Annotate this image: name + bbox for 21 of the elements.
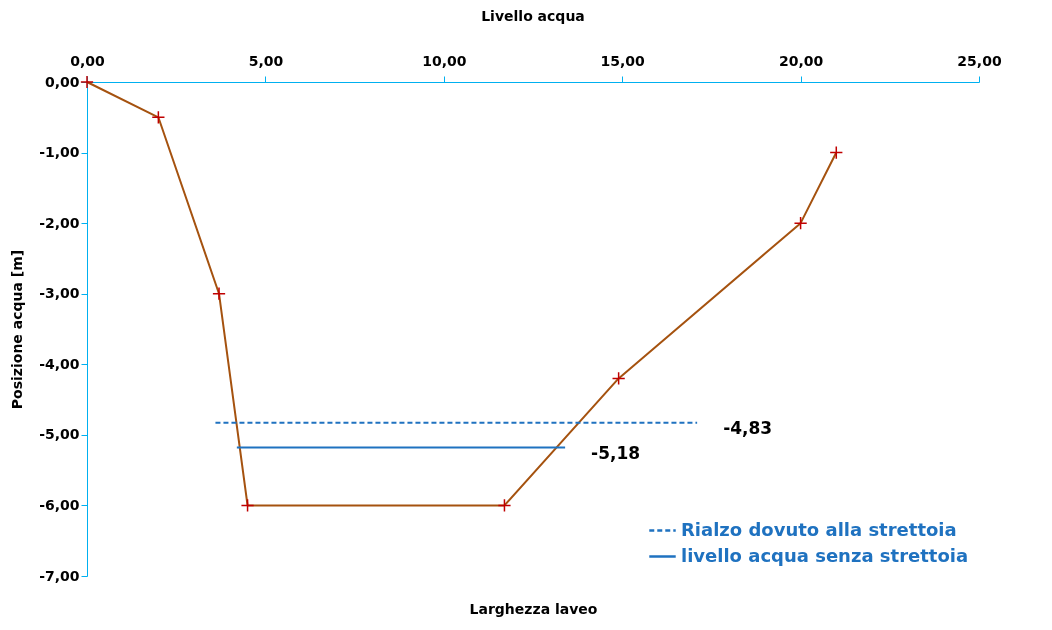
x-tick-label: 25,00 [957, 52, 1002, 69]
y-tick-label: -5,00 [39, 426, 80, 443]
annotation: -5,18 [591, 442, 641, 463]
legend-label: Rialzo dovuto alla strettoia [681, 518, 957, 540]
x-tick-label: 0,00 [70, 52, 106, 69]
y-tick-label: -4,00 [39, 355, 80, 372]
y-tick-label: -3,00 [39, 285, 80, 302]
y-tick-label: -1,00 [39, 144, 80, 161]
x-tick-label: 10,00 [422, 52, 467, 69]
y-tick-label: -7,00 [39, 567, 80, 584]
y-axis-title: Posizione acqua [m] [9, 249, 26, 410]
y-tick-label: -2,00 [39, 214, 80, 231]
annotation: -4,83 [723, 417, 773, 438]
y-tick-label: 0,00 [44, 73, 80, 90]
x-tick-label: 20,00 [778, 52, 824, 69]
x-tick-label: 5,00 [248, 52, 284, 69]
x-tick-label: 15,00 [600, 52, 646, 69]
chart-title: Livello acqua [481, 8, 585, 24]
x-axis-title: Larghezza laveo [469, 600, 598, 617]
y-tick-label: -6,00 [39, 496, 80, 513]
legend-label: livello acqua senza strettoia [681, 544, 969, 566]
